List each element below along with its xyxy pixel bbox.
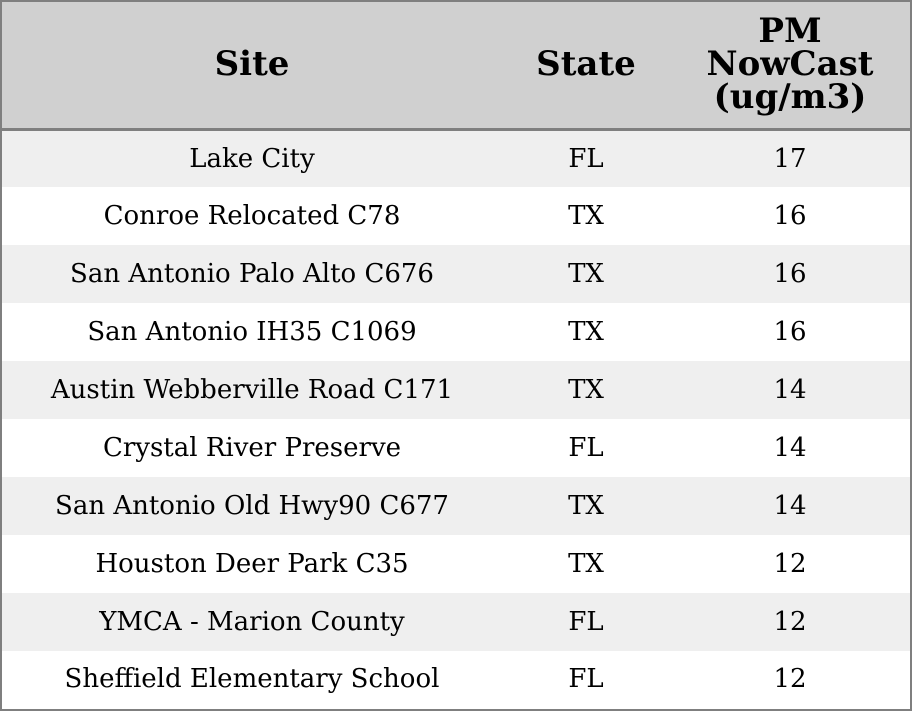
table-row: Austin Webberville Road C171 TX 14	[2, 361, 910, 419]
table-row: San Antonio Old Hwy90 C677 TX 14	[2, 477, 910, 535]
cell-state: TX	[568, 549, 604, 579]
header-pm-line-2: NowCast	[706, 44, 874, 85]
cell-site: YMCA - Marion County	[99, 607, 405, 637]
cell-site: Houston Deer Park C35	[95, 549, 409, 579]
header-pm-line-1: PM	[758, 11, 822, 52]
cell-pm-value: 12	[773, 664, 807, 694]
cell-pm-value: 12	[773, 549, 807, 579]
cell-site: Conroe Relocated C78	[103, 201, 401, 231]
table-row: Houston Deer Park C35 TX 12	[2, 535, 910, 593]
cell-state: FL	[568, 433, 604, 463]
cell-site: Crystal River Preserve	[102, 433, 402, 463]
cell-pm-value: 16	[773, 317, 807, 347]
table-body: Lake City FL 17 Conroe Relocated C78 TX 16 San…	[2, 129, 910, 707]
cell-site: Lake City	[189, 143, 315, 174]
cell-site: San Antonio Palo Alto C676	[70, 259, 434, 289]
header-site-line: Site	[214, 44, 290, 85]
table-row: Lake City FL 17	[2, 129, 910, 187]
cell-site: San Antonio IH35 C1069	[87, 317, 417, 347]
header-pm-nowcast: PM NowCast (ug/m3)	[670, 2, 910, 131]
cell-state: TX	[568, 201, 604, 231]
header-state: State	[502, 2, 670, 131]
cell-state: FL	[568, 664, 604, 694]
table-row: Conroe Relocated C78 TX 16	[2, 187, 910, 245]
cell-state: TX	[568, 491, 604, 521]
cell-pm-value: 17	[773, 143, 807, 174]
cell-pm-value: 16	[773, 201, 807, 231]
cell-state: TX	[568, 259, 604, 289]
cell-pm-value: 12	[773, 607, 807, 637]
cell-state: TX	[568, 375, 604, 405]
header-site: Site	[2, 2, 502, 131]
cell-site: San Antonio Old Hwy90 C677	[55, 491, 449, 521]
cell-site: Austin Webberville Road C171	[50, 375, 454, 405]
cell-site: Sheffield Elementary School	[64, 664, 440, 694]
cell-state: FL	[568, 143, 604, 174]
table-row: Sheffield Elementary School FL 12	[2, 651, 910, 707]
cell-pm-value: 14	[773, 491, 807, 521]
table-row: San Antonio IH35 C1069 TX 16	[2, 303, 910, 361]
header-state-line: State	[536, 44, 636, 85]
header-pm-line-3: (ug/m3)	[713, 77, 867, 118]
table-row: YMCA - Marion County FL 12	[2, 593, 910, 651]
header-row: Site State PM NowCast (ug/m3)	[2, 2, 910, 131]
table-row: San Antonio Palo Alto C676 TX 16	[2, 245, 910, 303]
cell-pm-value: 14	[773, 375, 807, 405]
table-header: Site State PM NowCast (ug/m3)	[2, 2, 910, 131]
cell-state: FL	[568, 607, 604, 637]
cell-pm-value: 14	[773, 433, 807, 463]
cell-state: TX	[568, 317, 604, 347]
table-row: Crystal River Preserve FL 14	[2, 419, 910, 477]
cell-pm-value: 16	[773, 259, 807, 289]
